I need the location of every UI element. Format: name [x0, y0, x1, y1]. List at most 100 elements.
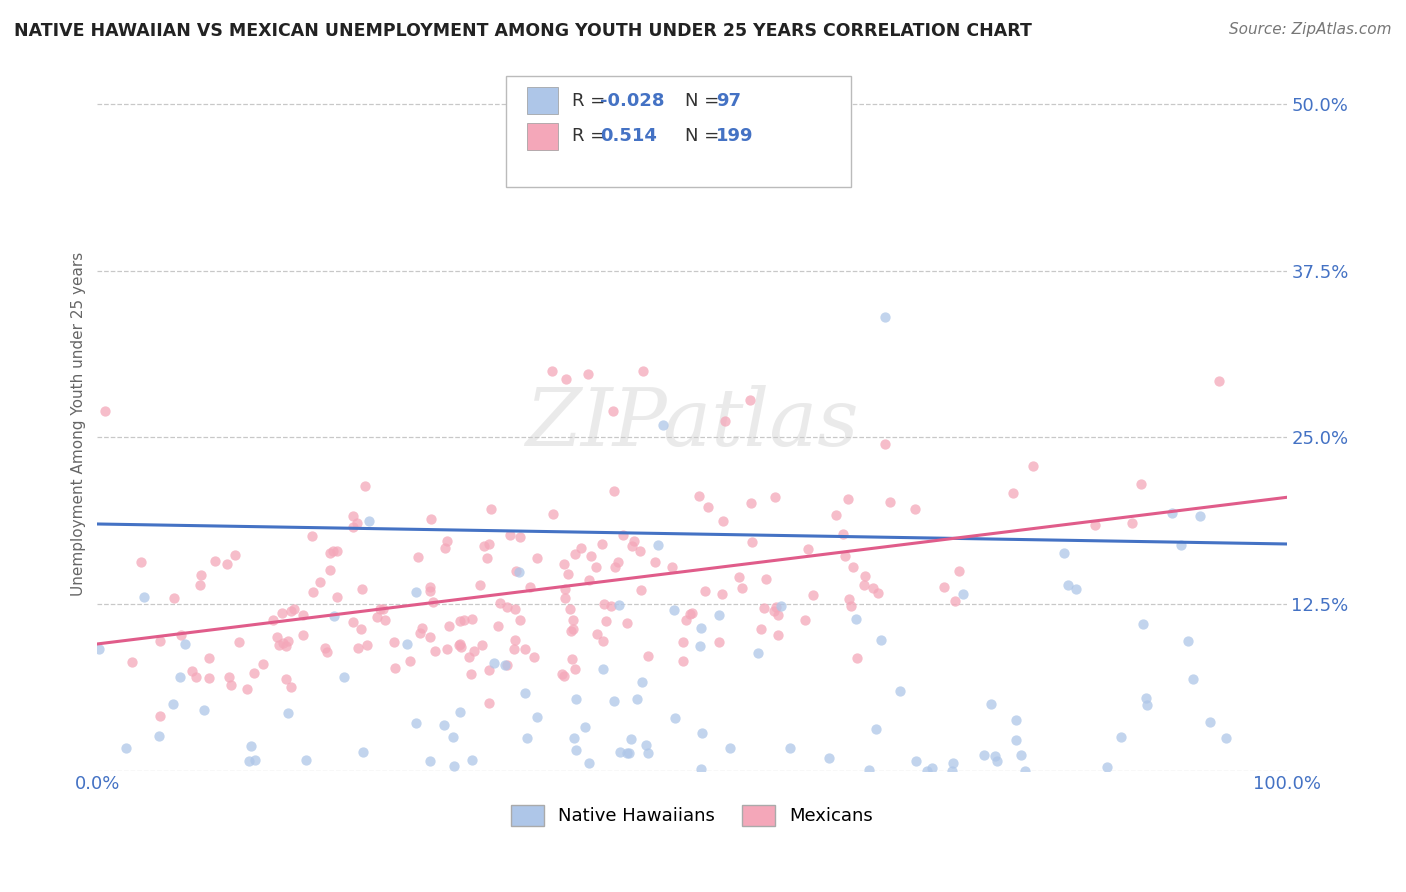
Point: [915, 764, 938, 778]
Point: [443, 730, 465, 744]
Point: [763, 604, 786, 618]
Point: [875, 310, 897, 324]
Point: [346, 641, 368, 656]
Point: [204, 554, 226, 568]
Point: [754, 573, 776, 587]
Point: [681, 606, 703, 620]
Point: [134, 590, 156, 604]
Point: [948, 564, 970, 578]
Point: [266, 630, 288, 644]
Point: [262, 613, 284, 627]
Point: [541, 507, 564, 521]
Point: [595, 614, 617, 628]
Point: [1014, 764, 1036, 778]
Point: [486, 618, 509, 632]
Point: [479, 501, 502, 516]
Point: [1188, 508, 1211, 523]
Point: [612, 528, 634, 542]
Point: [1109, 730, 1132, 744]
Point: [839, 599, 862, 614]
Point: [797, 542, 820, 557]
Point: [1215, 731, 1237, 746]
Point: [219, 678, 242, 692]
Point: [352, 745, 374, 759]
Point: [941, 764, 963, 778]
Point: [621, 539, 644, 553]
Point: [468, 578, 491, 592]
Point: [488, 596, 510, 610]
Point: [239, 739, 262, 753]
Point: [637, 746, 659, 760]
Point: [277, 706, 299, 721]
Point: [585, 627, 607, 641]
Point: [271, 636, 294, 650]
Point: [271, 606, 294, 620]
Point: [602, 484, 624, 499]
Point: [1136, 698, 1159, 713]
Point: [585, 560, 607, 574]
Point: [425, 644, 447, 658]
Point: [1010, 747, 1032, 762]
Point: [471, 638, 494, 652]
Point: [561, 652, 583, 666]
Point: [382, 634, 405, 648]
Point: [346, 516, 368, 530]
Point: [842, 560, 865, 574]
Point: [626, 691, 648, 706]
Point: [637, 649, 659, 664]
Point: [374, 613, 396, 627]
Point: [436, 642, 458, 657]
Text: Source: ZipAtlas.com: Source: ZipAtlas.com: [1229, 22, 1392, 37]
Point: [711, 587, 734, 601]
Point: [565, 743, 588, 757]
Point: [87, 642, 110, 657]
Point: [280, 680, 302, 694]
Point: [578, 756, 600, 770]
Point: [870, 633, 893, 648]
Point: [316, 645, 339, 659]
Point: [600, 599, 623, 613]
Point: [371, 602, 394, 616]
Point: [688, 489, 710, 503]
Point: [865, 723, 887, 737]
Point: [395, 637, 418, 651]
Text: N =: N =: [685, 128, 724, 145]
Point: [252, 657, 274, 671]
Point: [740, 496, 762, 510]
Point: [354, 479, 377, 493]
Point: [1121, 516, 1143, 530]
Point: [460, 612, 482, 626]
Text: 0.514: 0.514: [600, 128, 657, 145]
Point: [1064, 582, 1087, 597]
Point: [689, 639, 711, 653]
Point: [356, 638, 378, 652]
Point: [664, 711, 686, 725]
Point: [607, 555, 630, 569]
Point: [169, 669, 191, 683]
Point: [342, 520, 364, 534]
Point: [858, 764, 880, 778]
Point: [866, 586, 889, 600]
Point: [314, 641, 336, 656]
Point: [366, 610, 388, 624]
Point: [592, 633, 614, 648]
Point: [1097, 760, 1119, 774]
Point: [478, 663, 501, 677]
Point: [170, 628, 193, 642]
Point: [578, 573, 600, 587]
Point: [616, 746, 638, 760]
Point: [749, 622, 772, 636]
Point: [942, 756, 965, 770]
Point: [662, 602, 685, 616]
Point: [322, 608, 344, 623]
Point: [562, 731, 585, 745]
Point: [565, 692, 588, 706]
Point: [831, 526, 853, 541]
Point: [443, 758, 465, 772]
Point: [1170, 538, 1192, 552]
Point: [636, 738, 658, 752]
Point: [853, 577, 876, 591]
Point: [496, 599, 519, 614]
Point: [1182, 672, 1205, 686]
Point: [986, 754, 1008, 768]
